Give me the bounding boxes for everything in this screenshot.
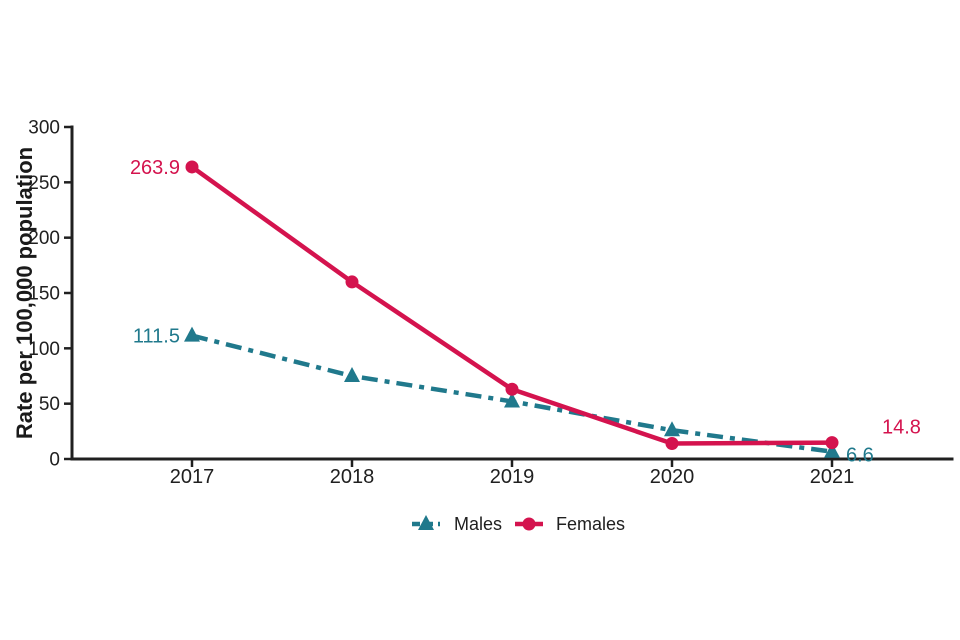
legend: Males Females <box>412 514 625 534</box>
x-tick-label: 2018 <box>330 466 375 488</box>
legend-item-females: Females <box>515 514 625 534</box>
females-point-label: 14.8 <box>882 417 921 439</box>
females-marker <box>825 436 839 450</box>
x-axis-ticks: 2017 2018 2019 2020 2021 <box>170 459 855 488</box>
females-marker <box>185 160 199 174</box>
x-tick-label: 2019 <box>490 466 535 488</box>
males-legend-label: Males <box>454 514 502 534</box>
x-tick-label: 2021 <box>810 466 855 488</box>
males-marker <box>344 367 360 382</box>
males-legend-marker <box>418 515 434 530</box>
males-point-label: 6.6 <box>846 445 874 467</box>
legend-item-males: Males <box>412 514 502 534</box>
females-marker <box>505 382 519 396</box>
females-marker <box>345 275 359 289</box>
point-labels: 263.9 111.5 14.8 6.6 <box>130 157 921 467</box>
y-tick-label: 200 <box>28 228 60 249</box>
y-tick-label: 100 <box>28 339 60 360</box>
males-marker <box>664 421 680 437</box>
males-marker <box>824 442 840 458</box>
y-tick-label: 50 <box>39 394 60 415</box>
males-marker <box>184 326 200 342</box>
males-markers <box>184 326 840 458</box>
y-tick-label: 250 <box>28 173 60 194</box>
x-tick-label: 2017 <box>170 466 215 488</box>
y-tick-label: 0 <box>49 450 60 471</box>
y-tick-label: 150 <box>28 284 60 305</box>
females-marker <box>665 437 679 451</box>
y-axis-ticks: 0 50 100 150 200 250 300 <box>28 118 72 471</box>
males-point-label: 111.5 <box>133 326 180 348</box>
females-markers <box>185 160 839 451</box>
y-tick-label: 300 <box>28 118 60 139</box>
females-legend-marker <box>522 517 536 531</box>
x-tick-label: 2020 <box>650 466 695 488</box>
males-marker <box>504 392 520 408</box>
y-axis-title: Rate per 100,000 population <box>12 147 37 439</box>
females-point-label: 263.9 <box>130 157 180 179</box>
females-legend-label: Females <box>556 514 625 534</box>
